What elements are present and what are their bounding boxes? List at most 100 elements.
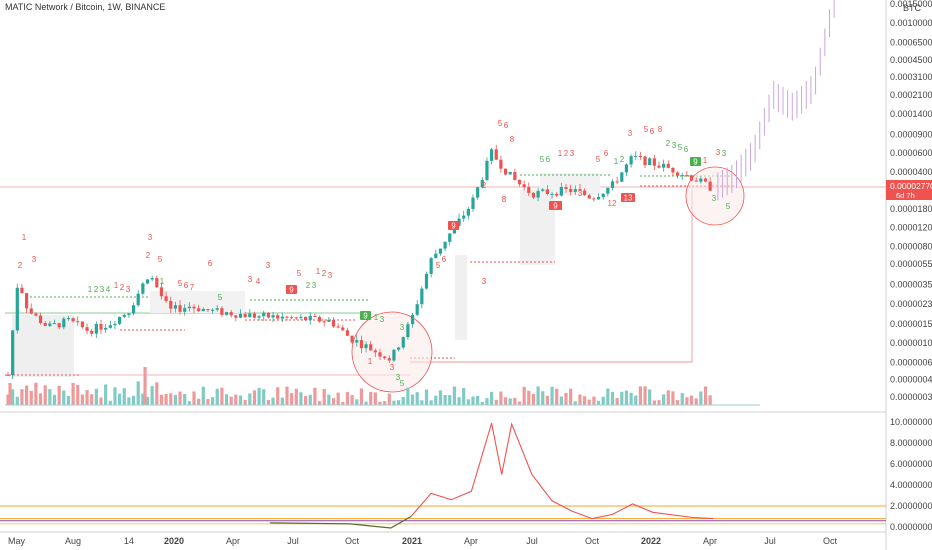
volume-bar — [29, 390, 33, 405]
volume-bar — [122, 388, 126, 405]
candle-body — [38, 315, 43, 324]
volume-bar — [220, 387, 224, 405]
candle-body — [150, 278, 154, 280]
volume-bar — [541, 391, 545, 405]
td-count: 1 — [88, 285, 93, 294]
td-count: 3 — [712, 194, 717, 203]
time-tick-label: Jul — [526, 536, 538, 546]
volume-bar — [438, 390, 443, 405]
volume-bar — [392, 400, 396, 405]
candle-body — [66, 318, 71, 320]
volume-bar — [387, 393, 391, 405]
oscillator-line-low — [269, 515, 412, 529]
td-count: 1 — [114, 281, 119, 290]
volume-bar — [634, 395, 638, 405]
volume-bar — [559, 396, 563, 405]
time-tick-label: Apr — [464, 536, 478, 546]
time-tick-label: Oct — [585, 536, 600, 546]
candle-body — [485, 160, 489, 181]
volume-bar — [234, 394, 238, 405]
candle-body — [308, 316, 312, 321]
volume-bar — [587, 399, 591, 405]
candle-body — [327, 319, 331, 322]
volume-bar — [62, 390, 66, 405]
candle-body — [313, 316, 317, 318]
td-setup-box: 9 — [690, 157, 701, 167]
candle-body — [494, 149, 498, 160]
volume-bar — [676, 400, 680, 405]
candle-body — [476, 187, 480, 198]
volume-bar — [680, 393, 684, 405]
td-count: 3 — [380, 315, 385, 324]
volume-bar — [383, 401, 387, 405]
candle-body — [11, 330, 15, 375]
volume-bar — [66, 395, 71, 405]
candle-body — [503, 168, 508, 175]
volume-bar — [350, 395, 354, 405]
volume-bar — [131, 395, 136, 405]
volume-bar — [457, 397, 461, 405]
td-count: 8 — [510, 135, 515, 144]
candle-body — [369, 344, 373, 351]
volume-bar — [424, 389, 429, 405]
candle-body — [290, 317, 294, 319]
candle-body — [513, 171, 517, 180]
volume-bar — [503, 397, 508, 405]
volume-bar — [685, 397, 689, 405]
candle-body — [573, 189, 577, 192]
candle-body — [80, 321, 84, 328]
candle-body — [438, 248, 443, 254]
volume-bar — [85, 390, 89, 405]
volume-bar — [341, 401, 345, 405]
candle-body — [131, 305, 136, 314]
candle-body — [527, 187, 531, 193]
candle-body — [401, 337, 405, 348]
volume-bar — [257, 387, 261, 405]
candle-body — [229, 312, 233, 316]
candle-body — [122, 314, 126, 317]
volume-bar — [20, 389, 24, 405]
volume-bar — [8, 383, 12, 405]
candle-body — [471, 197, 475, 209]
td-count: 5 — [218, 293, 223, 302]
volume-bar — [169, 393, 173, 405]
td-count: 5 — [678, 143, 683, 152]
candle-body — [615, 181, 619, 183]
candle-body — [173, 305, 177, 309]
volume-bar — [15, 396, 19, 405]
candle-body — [648, 158, 652, 166]
volume-bar — [485, 398, 489, 405]
volume-bar — [480, 401, 484, 405]
td-count: 6 — [650, 127, 655, 136]
candle-body — [466, 208, 470, 216]
candle-body — [517, 179, 522, 185]
volume-bar — [615, 398, 619, 405]
volume-bar — [410, 394, 415, 405]
candle-body — [462, 215, 466, 219]
time-axis[interactable]: May Aug 14 2020 Apr Jul Oct 2021 Apr Jul Oct 2022 Ap… — [8, 536, 837, 546]
candle-body — [378, 352, 382, 357]
td-count: 3 — [390, 363, 395, 372]
volume-bar — [211, 397, 215, 405]
candle-body — [197, 308, 201, 312]
candle-body — [499, 159, 503, 169]
volume-bar — [429, 400, 433, 405]
volume-bar — [118, 393, 122, 405]
volume-bar — [262, 389, 266, 405]
candle-body — [703, 178, 708, 182]
volume-bar — [197, 398, 201, 405]
volume-bar — [11, 389, 15, 405]
td-count: 3 — [396, 373, 401, 382]
volume-bar — [229, 396, 233, 405]
volume-bar — [127, 397, 131, 405]
candle-body — [192, 306, 196, 309]
volume-bar — [285, 386, 289, 405]
